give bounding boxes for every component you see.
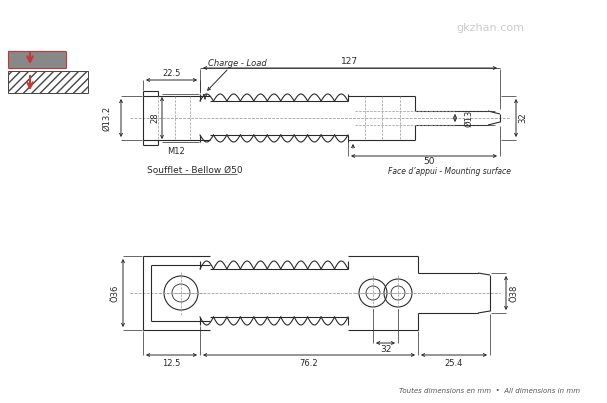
Text: Ø13.2: Ø13.2 — [103, 106, 112, 131]
Bar — [8, 51, 66, 68]
Text: 32: 32 — [380, 345, 391, 355]
Text: 76.2: 76.2 — [300, 359, 318, 368]
Text: Ö36: Ö36 — [110, 284, 120, 302]
Text: 32: 32 — [518, 113, 527, 123]
Text: Face d’appui - Mounting surface: Face d’appui - Mounting surface — [388, 168, 512, 177]
Text: 25.4: 25.4 — [445, 359, 463, 368]
Text: Toutes dimensions en mm  •  All dimensions in mm: Toutes dimensions en mm • All dimensions… — [399, 388, 580, 394]
Text: Ö38: Ö38 — [509, 284, 518, 302]
Text: Ø13: Ø13 — [464, 109, 473, 127]
Text: Charge - Load: Charge - Load — [208, 58, 266, 67]
Bar — [8, 71, 88, 93]
Text: M12: M12 — [168, 147, 185, 156]
Text: Soufflet - Bellow Ø50: Soufflet - Bellow Ø50 — [147, 166, 243, 174]
Text: 12.5: 12.5 — [162, 359, 181, 368]
Text: 28: 28 — [151, 113, 160, 123]
Text: gkzhan.com: gkzhan.com — [456, 23, 524, 33]
Text: 50: 50 — [423, 158, 435, 166]
Text: 22.5: 22.5 — [162, 69, 181, 79]
Text: 127: 127 — [341, 58, 359, 66]
